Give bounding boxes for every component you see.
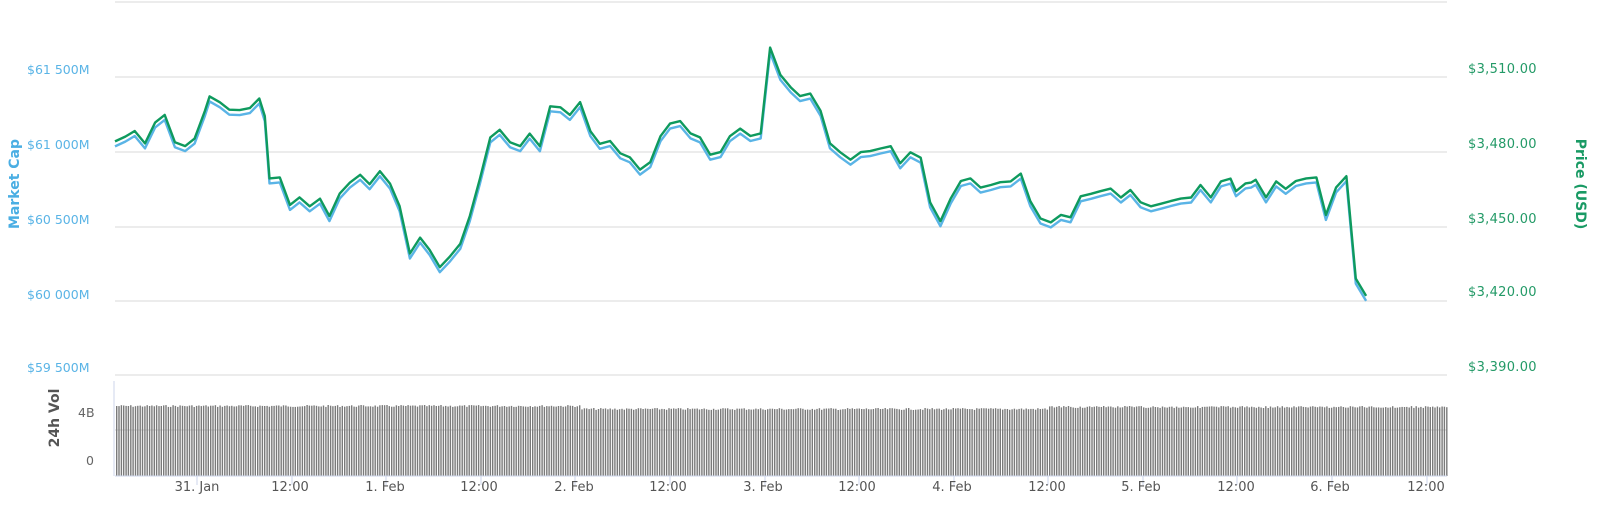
x-tick-label: 1. Feb bbox=[365, 480, 405, 495]
y-axis-title-left: Market Cap bbox=[7, 138, 23, 229]
y-left-tick: $59 500M bbox=[27, 360, 90, 375]
y-right-tick: $3,480.00 bbox=[1468, 137, 1537, 152]
y-right-tick: $3,510.00 bbox=[1468, 62, 1537, 77]
x-tick-label: 2. Feb bbox=[554, 480, 594, 495]
volume-bars bbox=[113, 381, 1448, 477]
x-tick-label: 12:00 bbox=[1028, 480, 1066, 495]
x-tick-label: 12:00 bbox=[649, 480, 687, 495]
y-left-tick: $61 000M bbox=[27, 137, 90, 152]
y-right-tick: $3,450.00 bbox=[1468, 212, 1537, 227]
market-cap-line[interactable] bbox=[114, 51, 1368, 302]
y-left-tick: $60 500M bbox=[27, 212, 90, 227]
x-tick-label: 12:00 bbox=[1407, 480, 1445, 495]
y-axis-title-right: Price (USD) bbox=[1572, 138, 1588, 230]
volume-tick: 0 bbox=[86, 453, 94, 468]
x-tick-label: 12:00 bbox=[460, 480, 498, 495]
gridlines bbox=[115, 1, 1447, 376]
x-tick-label: 12:00 bbox=[271, 480, 309, 495]
x-tick-label: 12:00 bbox=[838, 480, 876, 495]
x-tick-label: 4. Feb bbox=[932, 480, 972, 495]
y-right-tick: $3,390.00 bbox=[1468, 360, 1537, 375]
price-line[interactable] bbox=[114, 46, 1368, 297]
y-right-tick: $3,420.00 bbox=[1468, 285, 1537, 300]
volume-axis-title: 24h Vol bbox=[47, 388, 63, 448]
y-left-tick: $60 000M bbox=[27, 287, 90, 302]
x-tick-label: 3. Feb bbox=[743, 480, 783, 495]
x-tick-label: 12:00 bbox=[1217, 480, 1255, 495]
x-axis-ticks bbox=[196, 476, 1428, 485]
x-tick-label: 6. Feb bbox=[1310, 480, 1350, 495]
x-tick-label: 5. Feb bbox=[1121, 480, 1161, 495]
y-left-tick: $61 500M bbox=[27, 62, 90, 77]
x-tick-label: 31. Jan bbox=[174, 480, 220, 495]
volume-tick: 4B bbox=[78, 405, 95, 420]
